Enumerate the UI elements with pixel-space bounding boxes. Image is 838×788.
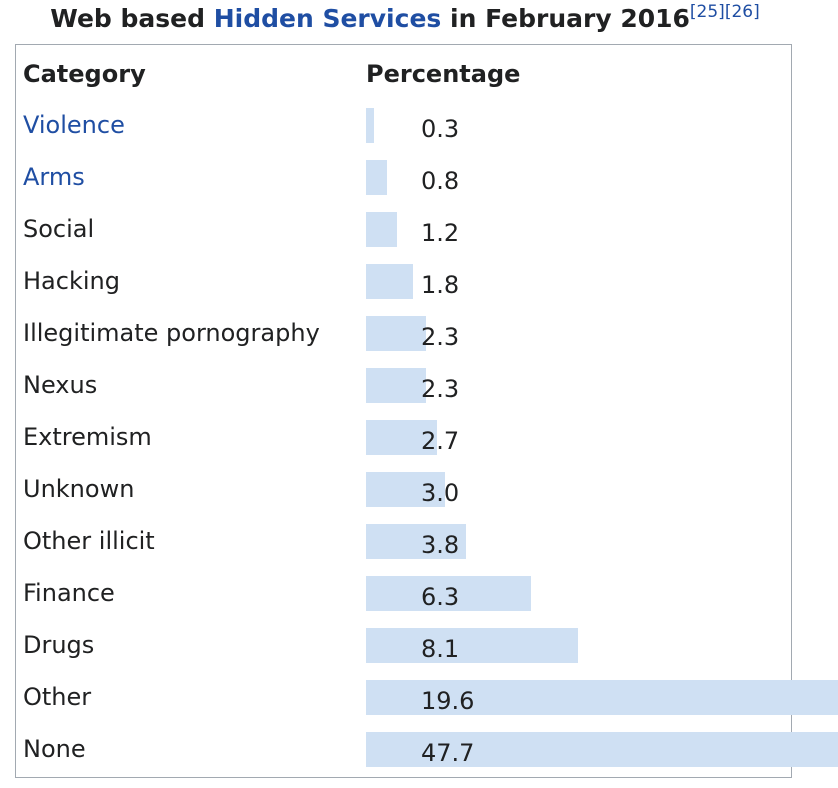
bar	[366, 628, 579, 663]
category: Hacking	[23, 267, 120, 295]
bar	[366, 160, 387, 195]
percentage: 3.0	[421, 479, 460, 507]
column-header: Category	[23, 60, 146, 88]
bar	[366, 472, 445, 507]
title-text: Web based	[50, 4, 206, 33]
bar	[366, 680, 838, 715]
percentage: 2.3	[421, 323, 460, 351]
percentage: 8.1	[421, 635, 460, 663]
bar	[366, 316, 427, 351]
column-header: Percentage	[366, 60, 521, 88]
percentage: 47.7	[421, 739, 475, 767]
category-link[interactable]: Arms	[23, 163, 85, 191]
category: Other	[23, 683, 92, 711]
category: Nexus	[23, 371, 98, 399]
category: Social	[23, 215, 95, 243]
bar	[366, 212, 398, 247]
title: Web based Hidden Services in February 20…	[0, 2, 810, 33]
category: Drugs	[23, 631, 95, 659]
category-link[interactable]: Violence	[23, 111, 125, 139]
percentage: 19.6	[421, 687, 475, 715]
percentage: 1.2	[421, 219, 460, 247]
title-link[interactable]: Hidden Services	[213, 4, 442, 33]
percentage: 0.3	[421, 115, 460, 143]
category: Illegitimate pornography	[23, 319, 320, 347]
percentage: 3.8	[421, 531, 460, 559]
reference[interactable]: [25]	[689, 2, 725, 22]
category: None	[23, 735, 86, 763]
percentage: 1.8	[421, 271, 460, 299]
bar	[366, 732, 838, 767]
bar	[366, 420, 437, 455]
category: Finance	[23, 579, 115, 607]
reference[interactable]: [26]	[724, 2, 760, 22]
percentage: 6.3	[421, 583, 460, 611]
bar	[366, 368, 427, 403]
bar	[366, 264, 414, 299]
category: Unknown	[23, 475, 135, 503]
bar	[366, 576, 532, 611]
percentage: 0.8	[421, 167, 460, 195]
percentage: 2.7	[421, 427, 460, 455]
bar	[366, 524, 466, 559]
bar	[366, 108, 374, 143]
percentage: 2.3	[421, 375, 460, 403]
category: Other illicit	[23, 527, 155, 555]
title-text: in February 2016	[450, 4, 690, 33]
category: Extremism	[23, 423, 152, 451]
